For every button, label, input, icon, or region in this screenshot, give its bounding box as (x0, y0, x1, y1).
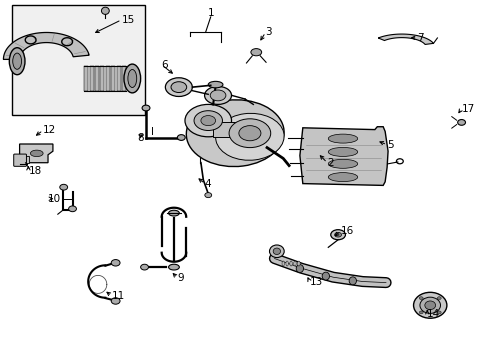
Ellipse shape (290, 261, 292, 266)
Bar (117, 66, 121, 91)
Ellipse shape (229, 119, 270, 148)
Ellipse shape (185, 104, 232, 137)
Bar (12, 5, 145, 115)
Ellipse shape (171, 82, 187, 93)
Text: 18: 18 (28, 166, 42, 176)
Ellipse shape (210, 90, 226, 101)
Bar (106, 66, 110, 91)
Text: 16: 16 (341, 226, 354, 236)
Ellipse shape (208, 81, 223, 88)
Circle shape (437, 297, 441, 300)
Ellipse shape (101, 7, 109, 14)
Text: 4: 4 (205, 179, 212, 189)
Circle shape (177, 135, 185, 140)
Circle shape (419, 297, 423, 300)
Ellipse shape (201, 116, 216, 126)
Text: 12: 12 (43, 125, 56, 135)
Circle shape (419, 311, 423, 314)
Text: 2: 2 (327, 158, 334, 168)
Ellipse shape (251, 49, 262, 56)
Ellipse shape (331, 230, 345, 240)
Ellipse shape (349, 277, 356, 285)
Ellipse shape (186, 100, 284, 167)
Ellipse shape (239, 126, 261, 141)
Text: 13: 13 (310, 276, 323, 287)
Ellipse shape (169, 264, 179, 270)
Text: 3: 3 (266, 27, 272, 37)
Ellipse shape (216, 113, 284, 160)
Circle shape (111, 298, 120, 304)
Bar (20, 156, 29, 163)
Ellipse shape (128, 69, 137, 87)
Text: 5: 5 (387, 140, 394, 150)
Text: 6: 6 (162, 60, 169, 70)
Bar (122, 66, 126, 91)
Ellipse shape (166, 78, 192, 96)
Bar (90, 66, 94, 91)
Ellipse shape (335, 233, 342, 237)
Polygon shape (3, 32, 89, 59)
Ellipse shape (420, 297, 441, 313)
Bar (111, 66, 115, 91)
Ellipse shape (273, 248, 280, 255)
Circle shape (142, 105, 150, 111)
Text: 17: 17 (462, 104, 475, 114)
Ellipse shape (286, 261, 288, 266)
Ellipse shape (328, 159, 358, 168)
Text: 15: 15 (122, 15, 135, 25)
Polygon shape (20, 144, 53, 163)
Text: 10: 10 (48, 194, 61, 204)
Text: 9: 9 (177, 273, 184, 283)
Circle shape (437, 311, 441, 314)
Ellipse shape (297, 261, 300, 266)
Bar (95, 66, 99, 91)
Ellipse shape (458, 120, 466, 125)
Ellipse shape (205, 86, 232, 104)
Circle shape (69, 206, 76, 212)
Ellipse shape (270, 245, 284, 258)
Ellipse shape (425, 301, 436, 310)
Bar (100, 66, 104, 91)
Polygon shape (300, 127, 388, 185)
Text: 14: 14 (427, 309, 441, 319)
Ellipse shape (13, 53, 22, 69)
Ellipse shape (322, 272, 330, 280)
Text: 11: 11 (112, 291, 125, 301)
Bar (84, 66, 88, 91)
Bar (213, 122, 252, 137)
Ellipse shape (296, 265, 304, 273)
Circle shape (141, 264, 148, 270)
Circle shape (60, 184, 68, 190)
Ellipse shape (328, 148, 358, 156)
Ellipse shape (282, 261, 284, 266)
Ellipse shape (9, 48, 25, 75)
Ellipse shape (169, 210, 179, 216)
Ellipse shape (294, 261, 296, 266)
Circle shape (111, 260, 120, 266)
Ellipse shape (328, 173, 358, 181)
Ellipse shape (124, 64, 141, 93)
Text: 8: 8 (137, 132, 144, 143)
Ellipse shape (194, 111, 222, 130)
Text: 1: 1 (207, 8, 214, 18)
FancyBboxPatch shape (14, 154, 26, 166)
Ellipse shape (30, 150, 43, 157)
Ellipse shape (328, 134, 358, 143)
Text: 7: 7 (417, 33, 424, 43)
Circle shape (205, 193, 212, 198)
Polygon shape (378, 34, 434, 45)
Ellipse shape (414, 292, 447, 318)
